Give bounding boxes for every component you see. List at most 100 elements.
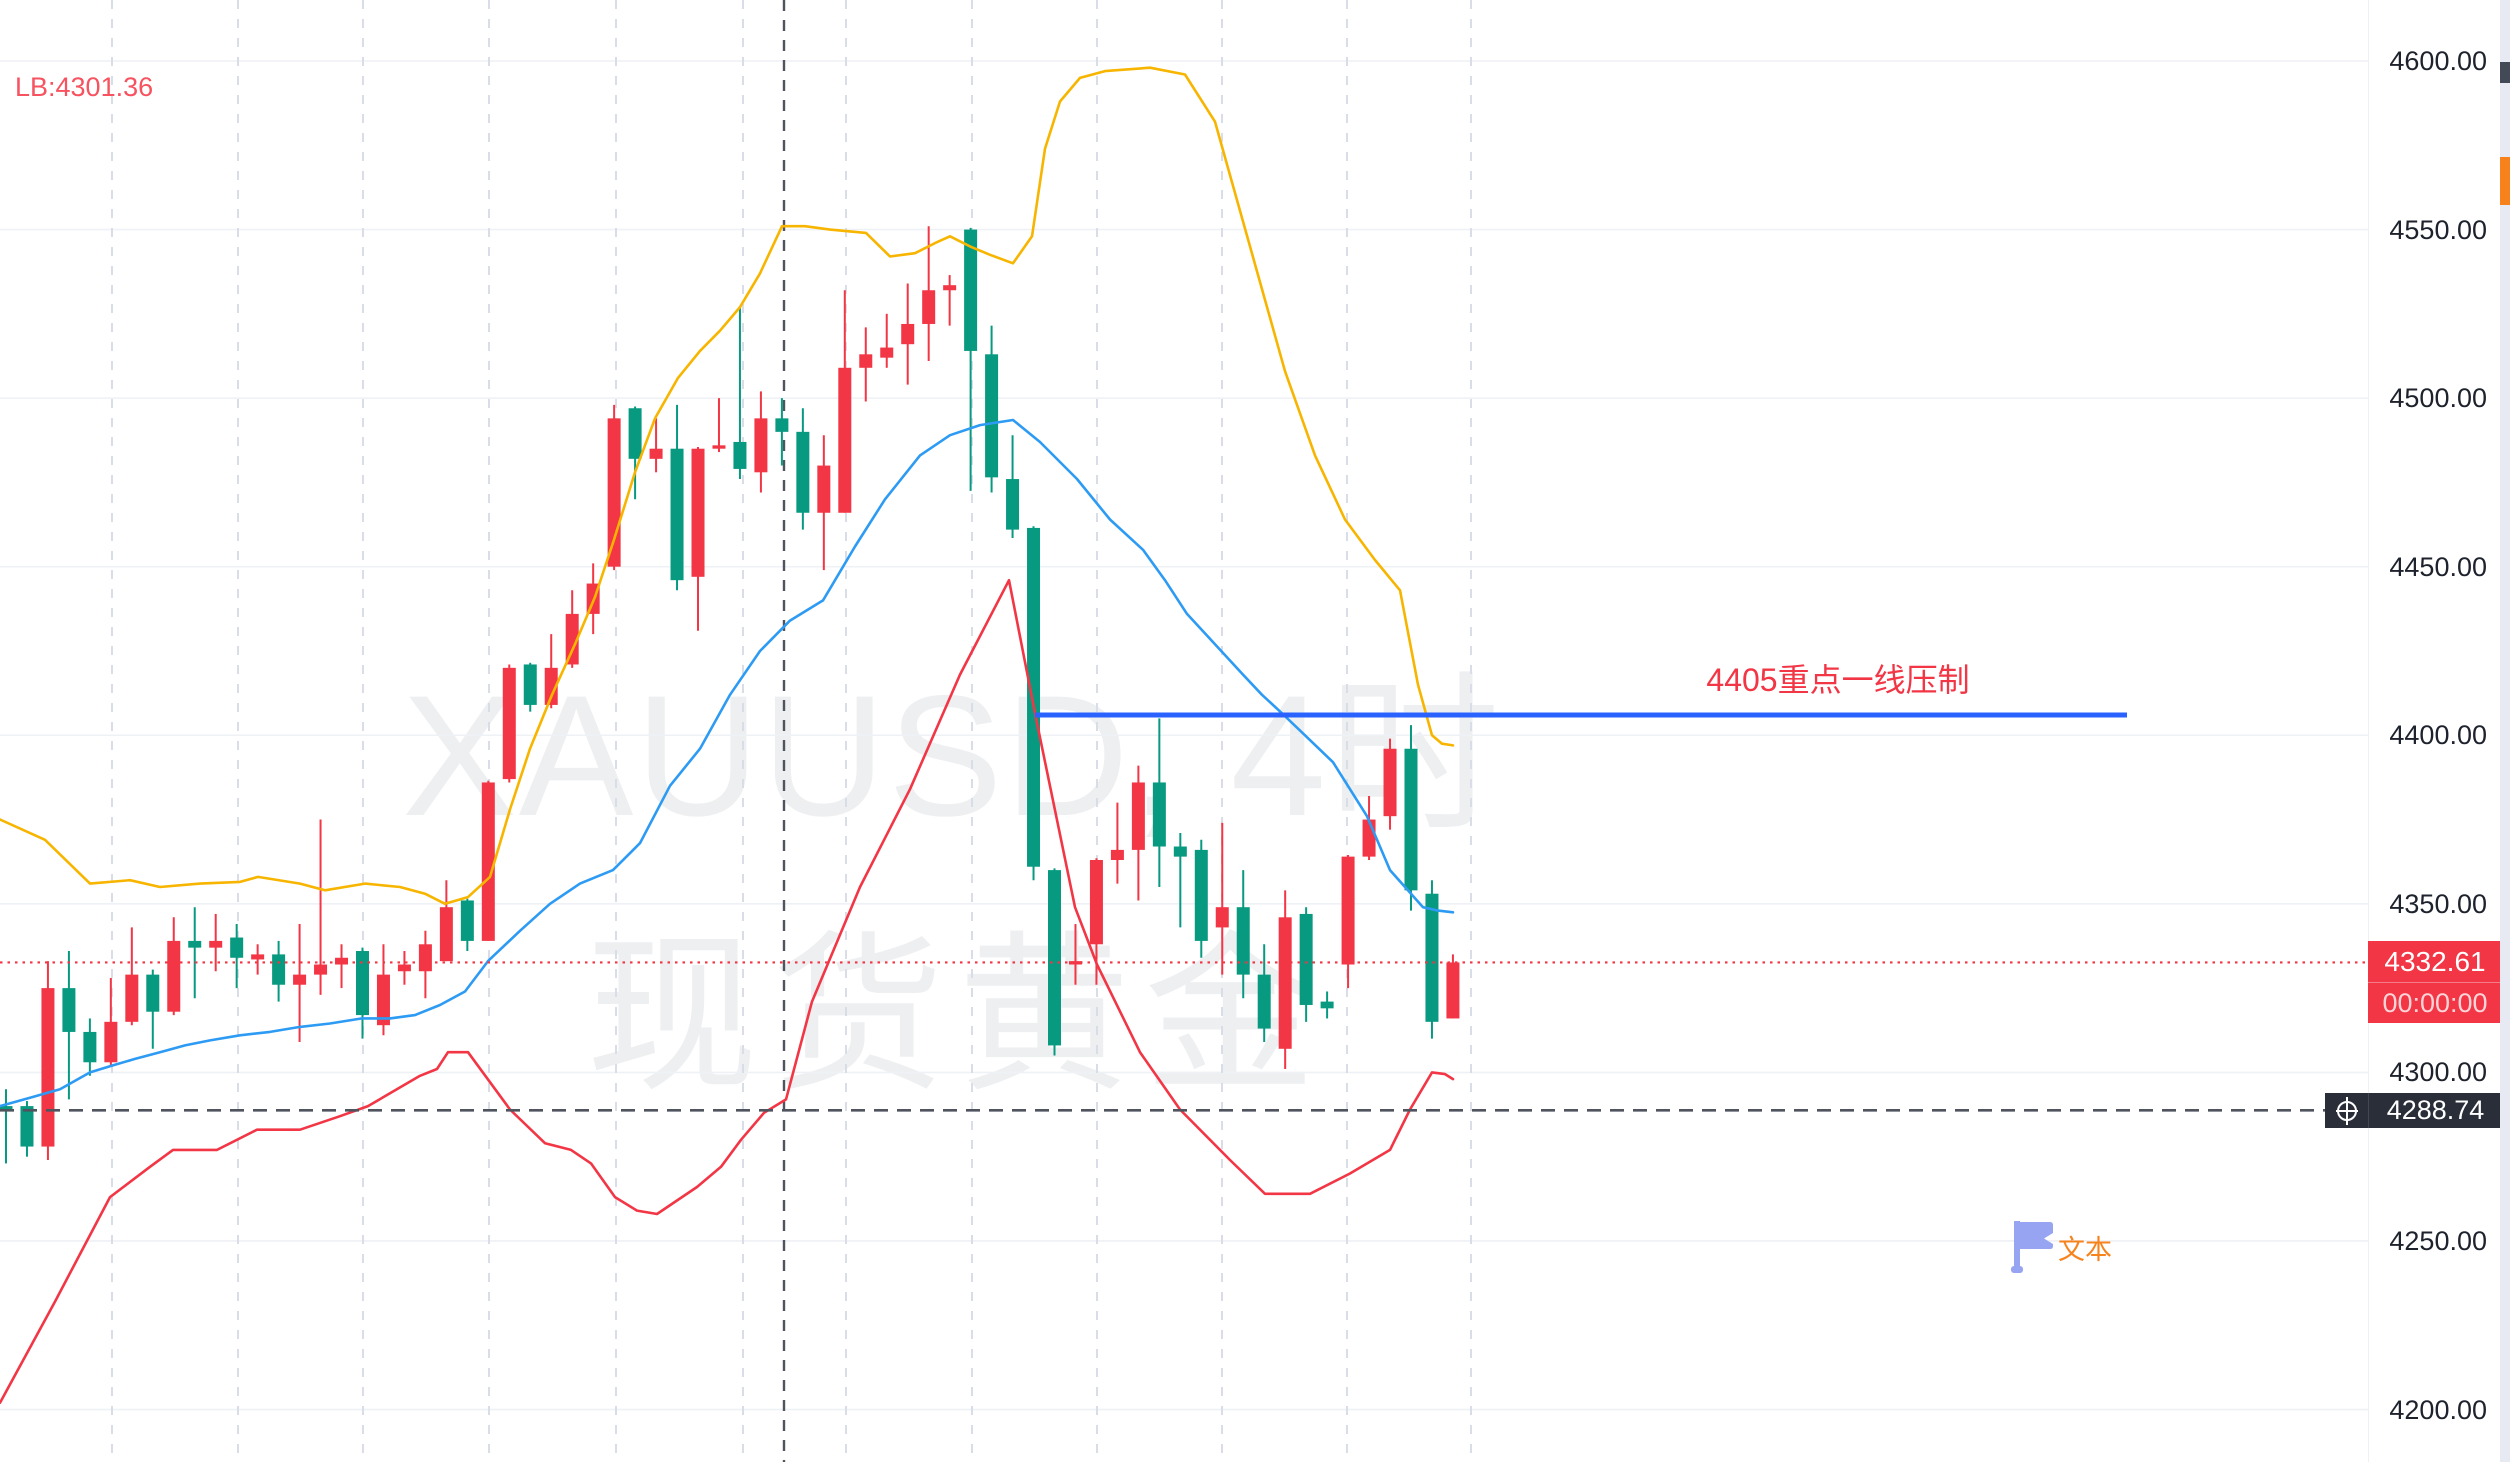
last-price-value: 4332.61 — [2384, 946, 2486, 978]
candle[interactable] — [1110, 802, 1124, 884]
candle[interactable] — [209, 913, 223, 972]
candle-body — [83, 1031, 97, 1063]
candle[interactable] — [1173, 833, 1187, 928]
candle[interactable] — [880, 313, 894, 368]
candle-body — [1048, 870, 1061, 1046]
candle[interactable] — [1341, 854, 1355, 989]
candle[interactable] — [964, 227, 978, 491]
alert-price-value: 4288.74 — [2368, 1093, 2502, 1129]
candle[interactable] — [523, 662, 537, 712]
candle[interactable] — [901, 283, 915, 385]
candle[interactable] — [1068, 924, 1082, 985]
price-axis[interactable]: 4600.00 4550.00 4500.00 4450.00 4400.00 4350.… — [2368, 0, 2501, 1462]
candle-body — [523, 664, 537, 705]
candle-body — [880, 347, 894, 358]
candle-body — [125, 974, 139, 1022]
candle[interactable] — [1257, 944, 1271, 1043]
candle-body — [355, 951, 369, 1016]
candle[interactable] — [314, 819, 328, 995]
candle[interactable] — [146, 969, 160, 1049]
candle[interactable] — [859, 327, 873, 402]
candle-body — [922, 290, 936, 324]
candle[interactable] — [125, 927, 139, 1026]
candle[interactable] — [481, 780, 495, 941]
candle-body — [628, 408, 642, 459]
candle-body — [209, 940, 223, 948]
candle-body — [943, 285, 957, 291]
candle[interactable] — [817, 435, 831, 571]
candle[interactable] — [1362, 795, 1376, 860]
candle[interactable] — [397, 951, 411, 985]
candle[interactable] — [1236, 870, 1250, 999]
axis-scroll-strip[interactable] — [2500, 0, 2510, 1462]
crosshair-circle-icon[interactable] — [2325, 1093, 2368, 1129]
candle[interactable] — [1404, 725, 1418, 911]
candle[interactable] — [922, 226, 936, 362]
candle[interactable] — [41, 961, 55, 1161]
candle[interactable] — [376, 944, 390, 1036]
candle[interactable] — [943, 275, 957, 326]
candle[interactable] — [733, 307, 747, 480]
flag-marker-label[interactable]: 文本 — [2058, 1235, 2112, 1265]
candle[interactable] — [355, 947, 369, 1039]
candle[interactable] — [335, 944, 349, 989]
resistance-annotation-text[interactable]: 4405重点一线压制 — [1706, 662, 1970, 698]
candle[interactable] — [712, 398, 726, 453]
candle[interactable] — [649, 418, 663, 473]
candle[interactable] — [1194, 839, 1208, 958]
candle-body — [397, 964, 411, 972]
candle-body — [335, 957, 349, 965]
candle-body — [670, 448, 684, 581]
candle[interactable] — [167, 917, 181, 1016]
candle-body — [20, 1106, 34, 1147]
candle[interactable] — [1425, 880, 1439, 1039]
candle[interactable] — [796, 408, 810, 530]
candle-body — [272, 954, 286, 985]
candle[interactable] — [0, 1089, 13, 1164]
candle[interactable] — [439, 880, 453, 962]
candle[interactable] — [104, 977, 118, 1066]
flag-icon[interactable] — [2011, 1221, 2053, 1273]
candle[interactable] — [83, 1018, 97, 1076]
candle[interactable] — [838, 290, 852, 513]
candle[interactable] — [1048, 868, 1061, 1056]
candle[interactable] — [293, 924, 307, 1043]
candle[interactable] — [1320, 991, 1334, 1019]
candle[interactable] — [691, 447, 705, 631]
candle[interactable] — [754, 391, 768, 493]
candle[interactable] — [565, 590, 579, 668]
price-axis-label: 4350.00 — [2389, 888, 2487, 919]
candle[interactable] — [251, 944, 265, 975]
candle-body — [1152, 782, 1166, 847]
candle[interactable] — [1152, 718, 1166, 887]
band_lower-line[interactable] — [0, 578, 1455, 1405]
candle[interactable] — [628, 406, 642, 500]
candle[interactable] — [1006, 435, 1020, 539]
candle[interactable] — [1131, 765, 1145, 901]
candle[interactable] — [188, 907, 202, 999]
candle[interactable] — [775, 398, 789, 466]
candle[interactable] — [607, 404, 621, 571]
candle-body — [817, 465, 831, 513]
candle-body — [1173, 846, 1187, 857]
candle[interactable] — [1299, 907, 1313, 1022]
candle-body — [1362, 819, 1376, 857]
candle[interactable] — [418, 930, 432, 999]
candle[interactable] — [1383, 738, 1397, 830]
candle[interactable] — [670, 404, 684, 591]
candle-body — [1027, 527, 1041, 867]
alert-price-label[interactable]: 4288.74 — [2325, 1093, 2502, 1129]
candle[interactable] — [1446, 954, 1460, 1019]
candle[interactable] — [460, 898, 474, 952]
candle[interactable] — [1215, 822, 1229, 975]
candle[interactable] — [230, 924, 244, 989]
candle[interactable] — [62, 951, 76, 1100]
candle[interactable] — [985, 325, 999, 493]
candle[interactable] — [1278, 890, 1292, 1070]
candle-body — [1446, 962, 1460, 1019]
candle[interactable] — [272, 940, 286, 1002]
band_upper-line[interactable] — [0, 66, 1455, 906]
candle[interactable] — [502, 664, 516, 783]
band_middle-line[interactable] — [0, 418, 1455, 1108]
